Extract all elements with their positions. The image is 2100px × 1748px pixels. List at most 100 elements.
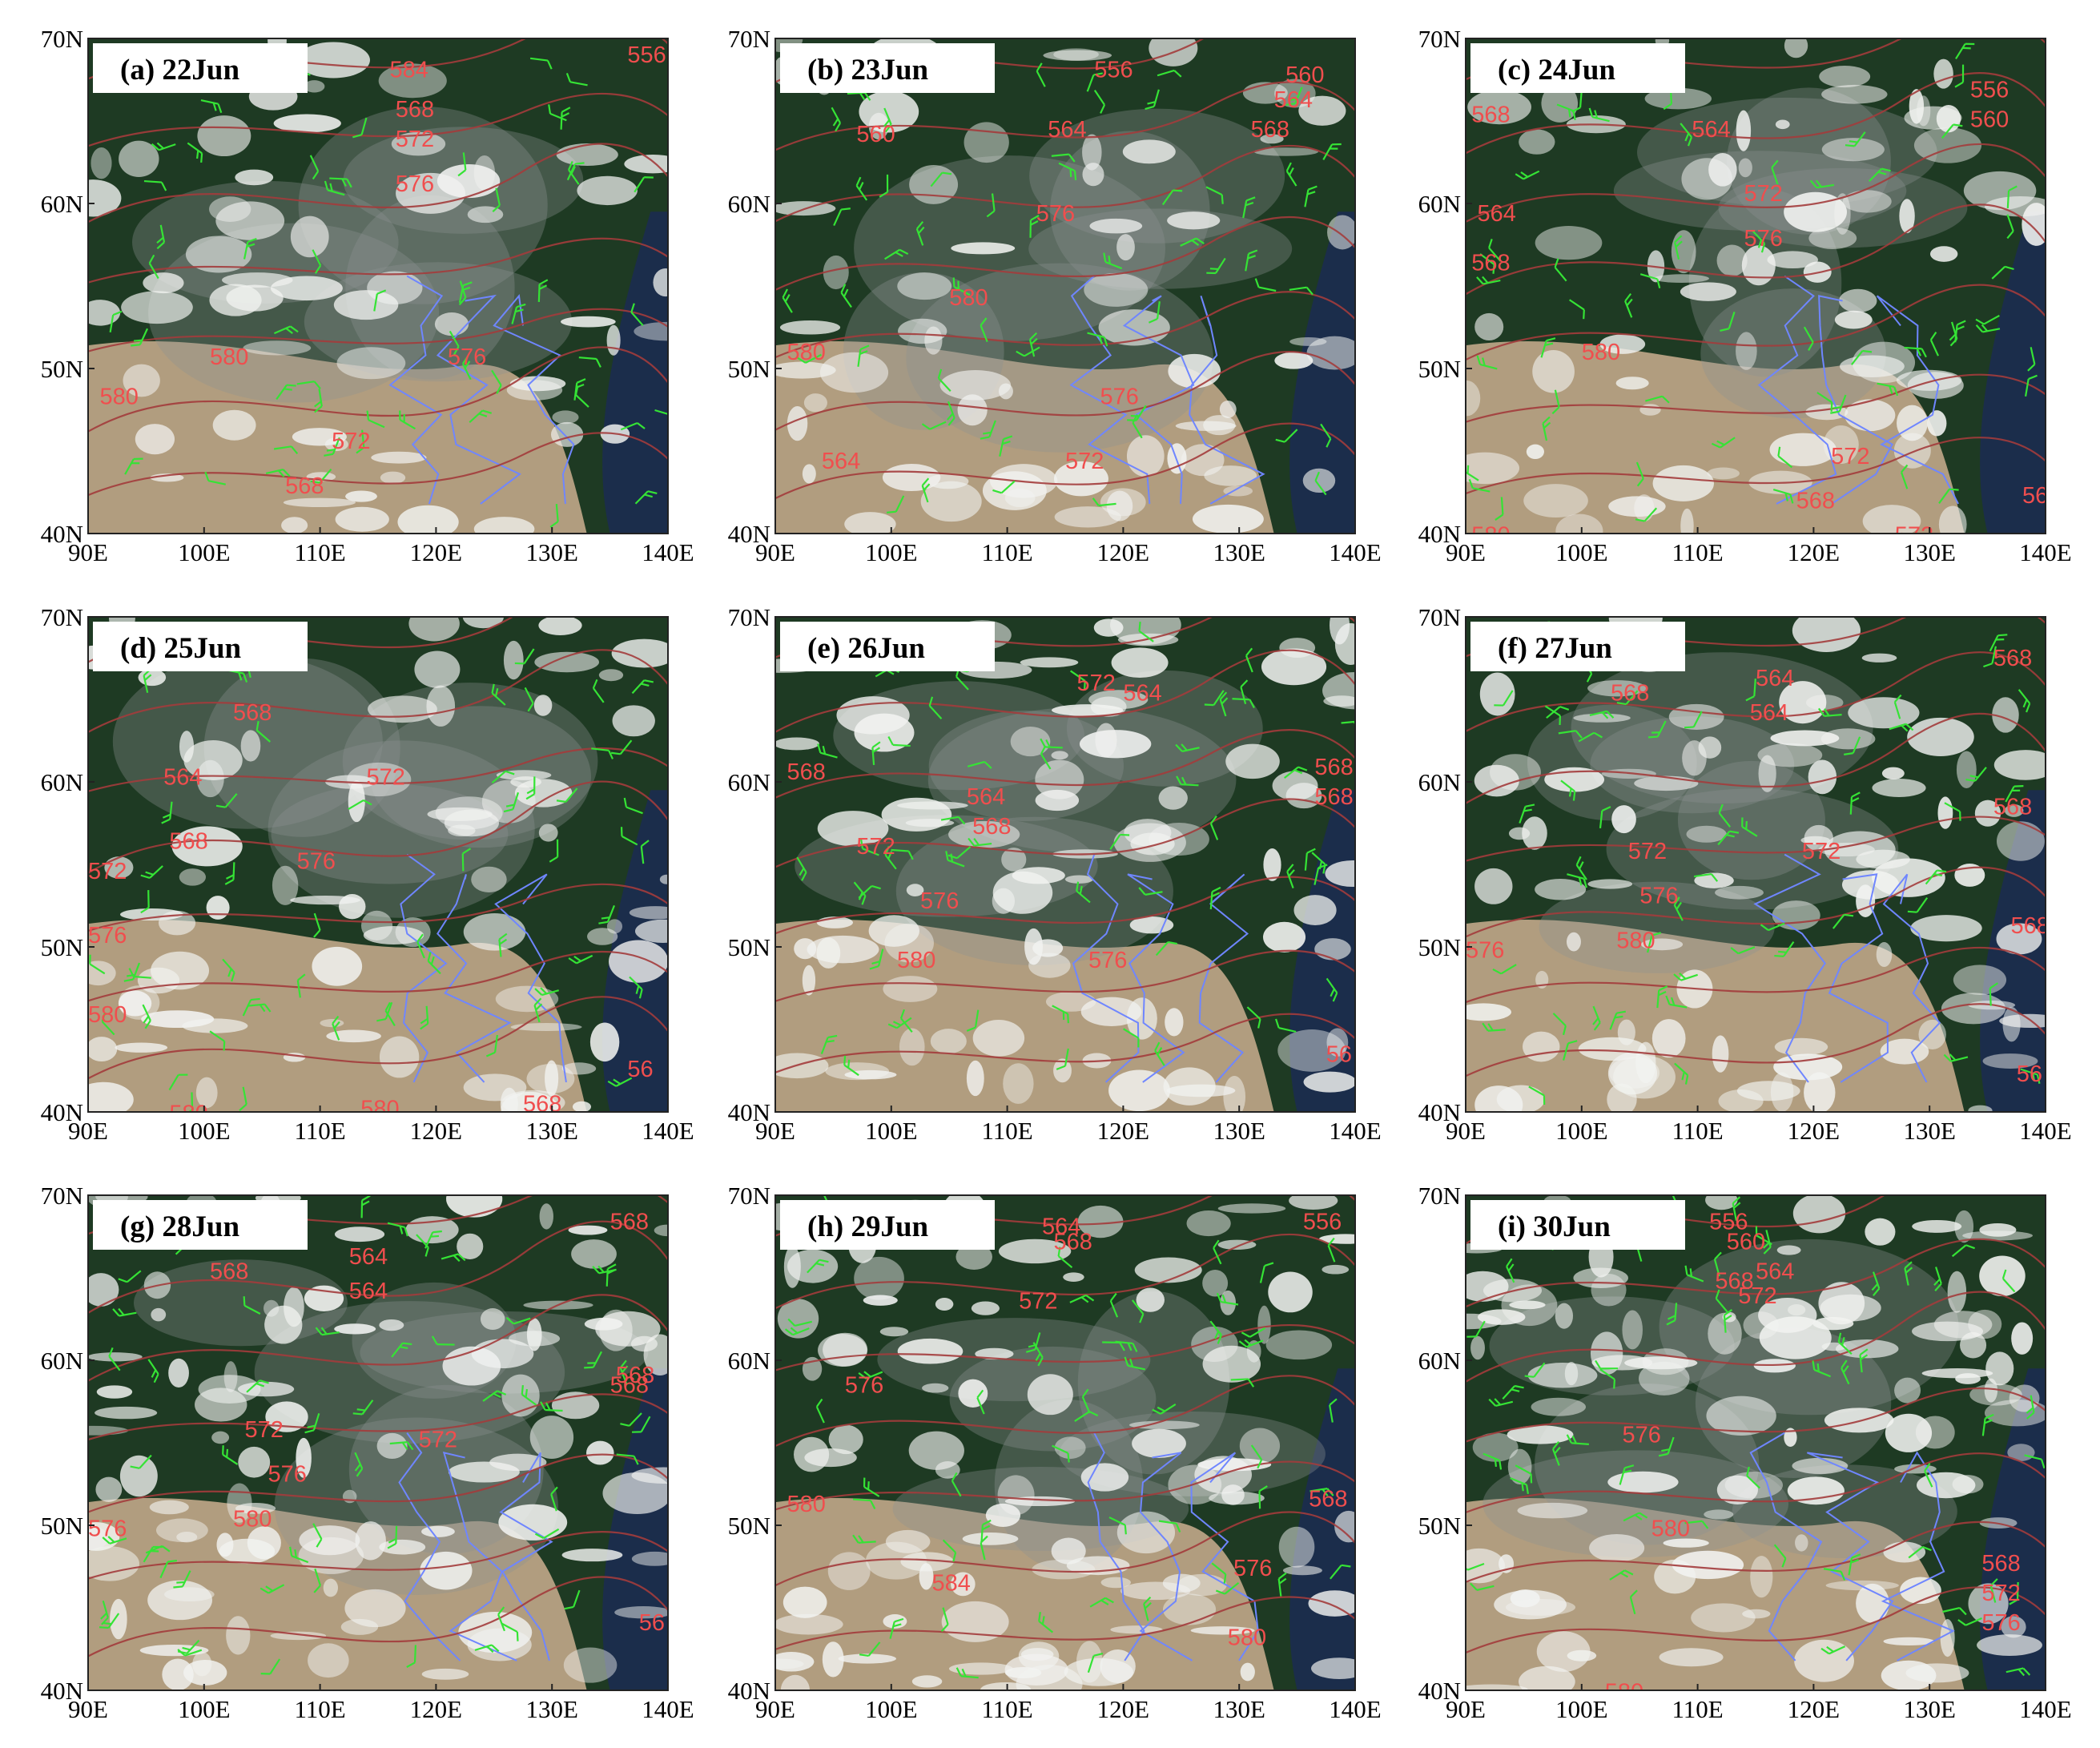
y-tick-label: 50N [1418,355,1461,383]
wind-barb [1326,977,1338,1002]
wind-barb [399,410,416,430]
wind-barb [1070,670,1086,691]
wind-barb [564,1589,581,1610]
wind-barb [2001,1269,2016,1293]
x-tick-label: 100E [1555,1695,1607,1723]
wind-barb [921,421,947,430]
geopotential-contour [775,798,1355,868]
boundary-line [1139,1452,1193,1661]
wind-barb [1772,489,1794,504]
y-tick-label: 60N [41,768,83,796]
wind-barb [1554,258,1567,282]
wind-barb [787,1318,813,1327]
wind-barb [2027,347,2036,372]
wind-barb [1989,634,2008,652]
geopotential-contour [88,1220,668,1315]
wind-barb [1519,804,1535,824]
wind-barb [860,839,879,856]
x-tick-label: 130E [525,538,577,566]
map-panel-b: 556 560 564 568 564 560 576 580 580 576 572 564 (b) … [695,14,1382,575]
wind-barb [1889,723,1914,732]
wind-barb [980,1535,988,1561]
contour-label: 572 [244,1417,283,1443]
y-tick-label: 50N [728,933,770,961]
wind-barb [1623,1512,1648,1522]
wind-barb [1052,1005,1069,1024]
wind-barb [1944,802,1961,821]
wind-barb [352,117,368,139]
wind-barb [796,856,807,881]
y-tick-label: 70N [1418,603,1461,631]
wind-barb [1254,278,1277,292]
wind-barb [128,968,151,979]
geopotential-contour [775,729,1355,799]
y-tick-label: 60N [728,190,770,218]
x-tick-label: 90E [755,1117,795,1145]
wind-barb [332,1015,340,1041]
wind-barb [942,1539,957,1562]
geopotential-contour [775,422,1355,500]
boundary-line [388,275,444,505]
boundary-line [436,294,521,505]
wind-barb [1941,123,1963,139]
contour-label: 576 [1088,948,1127,973]
wind-barb [224,862,235,885]
wind-barb [168,1073,188,1091]
wind-barb [884,845,897,870]
wind-barb [1904,1261,1913,1286]
wind-barb [296,973,306,998]
geopotential-contour [1466,866,2046,938]
wind-barb [1673,973,1699,981]
satellite-image: 568 564 572 576 580 564 568 560 556 572 568 580 572 5… [1466,38,2046,534]
boundary-line [1828,873,1889,1083]
wind-barb [1823,1568,1846,1581]
y-tick-label: 70N [41,603,83,631]
x-tick-label: 110E [981,538,1032,566]
contour-label: 576 [1981,1610,2020,1636]
wind-barb [1942,1607,1967,1616]
wind-barb [1929,331,1940,356]
x-tick-label: 90E [755,1695,795,1723]
geopotential-contour [1466,651,2046,733]
x-tick-label: 140E [2019,1117,2071,1145]
wind-barb [1180,237,1205,247]
contour-label: 572 [1744,181,1783,207]
map-svg-d: 580 568 564 572 568 572 576 576 580 580 568 56 (d) 2… [41,603,694,1145]
y-tick-label: 60N [1418,768,1461,796]
wind-barb [1241,1327,1266,1338]
panel-title: (d) 25Jun [93,622,308,671]
contour-label: 572 [332,429,370,454]
wind-barb [1285,87,1303,107]
map-panel-e: 568 564 572 568 564 568 572 576 580 576 568 56 (e) 2… [695,593,1382,1154]
wind-barb [1132,414,1143,439]
panel-title-text: (h) 29Jun [807,1210,929,1243]
contour-label: 568 [1471,102,1510,127]
map-panel-d: 580 568 564 572 568 572 576 576 580 580 568 56 (d) 2… [8,593,694,1154]
x-tick-label: 140E [642,538,694,566]
wind-barb [140,890,150,914]
wind-barb [329,177,352,188]
geopotential-contour [1466,1003,2046,1077]
x-tick-label: 110E [294,538,345,566]
wind-barb [304,1413,320,1434]
wind-barb [1209,816,1219,840]
wind-barb [242,997,260,1017]
x-tick-label: 100E [178,1695,230,1723]
wind-barb [246,1379,269,1393]
boundary-line [493,293,575,505]
map-svg-a: 584 568 572 576 580 580 576 572 568 556 (a) 22Jun 9… [41,25,694,566]
contour-label: 572 [1076,671,1115,696]
wind-barb [387,1222,408,1237]
wind-barb [1250,1444,1263,1469]
wind-barb [1479,253,1495,274]
wind-barb [1103,252,1123,270]
contour-label: 580 [1228,1625,1266,1651]
x-tick-label: 130E [1903,538,1955,566]
wind-barb [820,1034,838,1054]
wind-barb [1908,1545,1932,1559]
wind-barb [1540,337,1556,358]
contour-label: 564 [1042,1214,1080,1240]
contour-label: 572 [88,859,127,884]
wind-barb [1495,497,1504,521]
